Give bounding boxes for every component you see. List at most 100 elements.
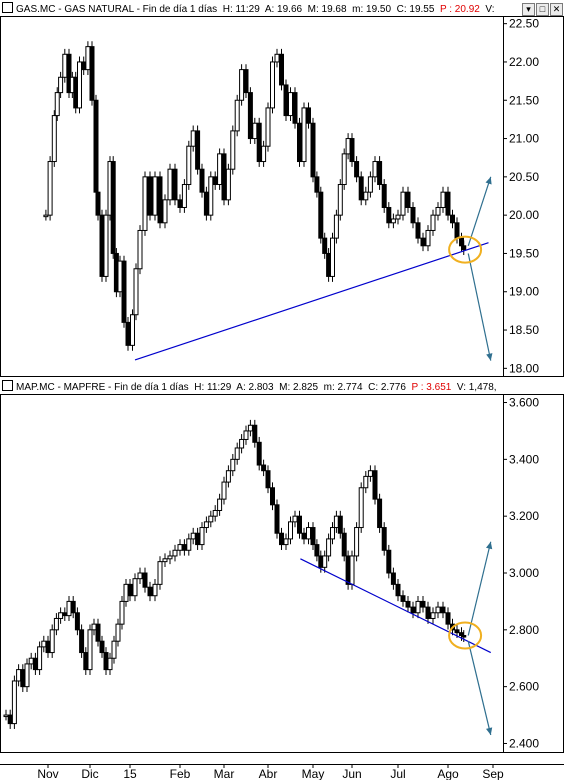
candle <box>395 209 401 225</box>
candle <box>288 516 293 545</box>
candle <box>265 102 271 152</box>
candle <box>110 156 116 259</box>
arrowhead-icon <box>486 541 493 550</box>
candle <box>217 148 223 190</box>
gas-natural-header: GAS.MC - GAS NATURAL - Fin de día 1 días… <box>0 2 564 16</box>
candle <box>62 48 68 83</box>
candle <box>381 522 387 556</box>
candle <box>270 482 275 511</box>
header-m: M: 19.68 <box>307 4 347 15</box>
candle <box>162 553 168 568</box>
candle <box>247 87 253 144</box>
candle <box>95 618 101 647</box>
candle <box>274 499 280 539</box>
candle <box>314 171 320 198</box>
y-tick-label: 19.00 <box>509 285 539 299</box>
candle <box>234 94 240 137</box>
maximize-button[interactable]: □ <box>536 3 549 16</box>
candle <box>354 522 360 562</box>
y-tick-label: 21.50 <box>509 93 539 107</box>
candle <box>89 41 95 106</box>
header-title: GAS.MC - GAS NATURAL - Fin de día 1 días <box>16 4 218 15</box>
x-tick-label: Jul <box>390 767 405 780</box>
symbol-box-icon <box>2 380 13 391</box>
header-m: M: 2.825 <box>279 382 319 393</box>
y-tick-label: 18.50 <box>509 323 539 337</box>
candle <box>186 140 192 190</box>
candle <box>261 459 267 477</box>
symbol-box-icon <box>2 2 13 13</box>
candle <box>310 117 316 183</box>
candle <box>261 140 267 167</box>
candle <box>405 596 411 613</box>
candle <box>341 527 347 562</box>
candle <box>430 209 436 236</box>
candle <box>322 232 328 259</box>
candle <box>127 578 133 602</box>
candle <box>74 607 80 636</box>
candle <box>306 102 311 129</box>
candle <box>243 64 249 98</box>
candle <box>221 148 227 206</box>
candle <box>256 436 262 471</box>
header-c: C: 19.55 <box>396 4 435 15</box>
candle <box>147 581 153 602</box>
candle <box>461 630 467 643</box>
candle <box>147 171 153 221</box>
candle <box>420 596 426 613</box>
header-low: m: 19.50 <box>352 4 392 15</box>
candle <box>107 652 113 675</box>
arrowhead-icon <box>485 176 492 185</box>
candle <box>430 607 436 624</box>
candle <box>162 194 168 229</box>
x-tick-label: Sep <box>482 767 504 780</box>
candle <box>199 522 205 550</box>
candle <box>93 94 99 198</box>
candle <box>326 533 332 562</box>
trendline <box>300 558 492 654</box>
candle <box>43 209 49 221</box>
x-tick-label: May <box>302 767 325 780</box>
minimize-button[interactable]: ▾ <box>522 3 535 16</box>
candle <box>137 567 143 585</box>
candle <box>297 510 302 539</box>
candle <box>341 148 347 190</box>
candle <box>167 550 173 565</box>
candle <box>386 544 392 579</box>
x-tick-label: Mar <box>214 767 235 780</box>
candle <box>377 156 383 190</box>
candle <box>415 596 421 619</box>
highlight-circle <box>448 621 483 650</box>
y-tick-label: 3.200 <box>509 509 539 523</box>
candle <box>415 217 421 244</box>
candle <box>410 202 416 229</box>
candle <box>445 607 451 630</box>
candle <box>172 163 178 206</box>
candle <box>297 117 302 167</box>
candle <box>440 186 446 213</box>
arrowhead-icon <box>486 727 493 735</box>
candle <box>395 578 401 602</box>
candle <box>119 596 125 630</box>
projection-up-arrow <box>467 176 492 246</box>
candle <box>203 516 209 533</box>
candle <box>252 419 258 448</box>
candle <box>461 240 467 256</box>
candle <box>405 186 411 213</box>
candle <box>322 550 328 573</box>
candle <box>450 209 455 229</box>
header-p: P : 20.92 <box>439 4 480 15</box>
candle <box>167 163 173 206</box>
candle <box>217 493 223 516</box>
x-tick-label: Ago <box>437 767 459 780</box>
y-tick-label: 22.50 <box>509 17 539 31</box>
candle <box>24 658 30 693</box>
candle <box>330 522 335 545</box>
candle <box>121 255 127 328</box>
candle <box>132 573 138 602</box>
projection-down-arrow <box>467 253 492 361</box>
x-tick-label: Dic <box>81 767 98 780</box>
candle <box>234 442 240 465</box>
close-button[interactable]: ✕ <box>550 3 563 16</box>
